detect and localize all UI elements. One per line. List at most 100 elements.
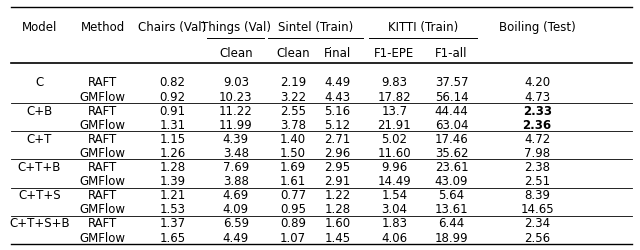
Text: 1.26: 1.26 [159,146,186,159]
Text: Chairs (Val): Chairs (Val) [138,21,207,34]
Text: 1.54: 1.54 [381,188,408,202]
Text: 4.39: 4.39 [223,132,249,145]
Text: 0.77: 0.77 [280,188,306,202]
Text: 5.12: 5.12 [324,118,351,131]
Text: 1.15: 1.15 [159,132,186,145]
Text: 6.59: 6.59 [223,216,249,230]
Text: 2.36: 2.36 [523,118,552,131]
Text: Model: Model [22,21,57,34]
Text: 11.22: 11.22 [219,104,253,117]
Text: Clean: Clean [219,47,253,60]
Text: 1.40: 1.40 [280,132,306,145]
Text: 9.83: 9.83 [381,76,408,89]
Text: GMFlow: GMFlow [80,202,125,215]
Text: F1-all: F1-all [435,47,468,60]
Text: 4.72: 4.72 [524,132,550,145]
Text: RAFT: RAFT [88,76,117,89]
Text: 5.64: 5.64 [438,188,465,202]
Text: 4.09: 4.09 [223,202,249,215]
Text: 56.14: 56.14 [435,90,468,103]
Text: Boiling (Test): Boiling (Test) [499,21,575,34]
Text: 2.95: 2.95 [324,160,351,173]
Text: 4.73: 4.73 [524,90,550,103]
Text: 44.44: 44.44 [435,104,468,117]
Text: RAFT: RAFT [88,216,117,230]
Text: GMFlow: GMFlow [80,174,125,188]
Text: 13.61: 13.61 [435,202,468,215]
Text: 1.60: 1.60 [324,216,351,230]
Text: C+T+S+B: C+T+S+B [9,216,70,230]
Text: 11.60: 11.60 [378,146,412,159]
Text: 43.09: 43.09 [435,174,468,188]
Text: RAFT: RAFT [88,188,117,202]
Text: RAFT: RAFT [88,132,117,145]
Text: 3.48: 3.48 [223,146,249,159]
Text: 21.91: 21.91 [378,118,412,131]
Text: 1.50: 1.50 [280,146,306,159]
Text: 17.46: 17.46 [435,132,468,145]
Text: 6.44: 6.44 [438,216,465,230]
Text: 1.21: 1.21 [159,188,186,202]
Text: 1.31: 1.31 [159,118,186,131]
Text: RAFT: RAFT [88,104,117,117]
Text: C: C [35,76,44,89]
Text: 9.03: 9.03 [223,76,249,89]
Text: 2.51: 2.51 [524,174,550,188]
Text: 10.23: 10.23 [219,90,253,103]
Text: C+T+B: C+T+B [18,160,61,173]
Text: 5.02: 5.02 [381,132,408,145]
Text: 2.55: 2.55 [280,104,306,117]
Text: 1.28: 1.28 [159,160,186,173]
Text: 7.98: 7.98 [524,146,550,159]
Text: Method: Method [81,21,125,34]
Text: 1.37: 1.37 [159,216,186,230]
Text: 3.88: 3.88 [223,174,249,188]
Text: 3.22: 3.22 [280,90,306,103]
Text: 23.61: 23.61 [435,160,468,173]
Text: 9.96: 9.96 [381,160,408,173]
Text: F1-EPE: F1-EPE [374,47,415,60]
Text: 1.83: 1.83 [381,216,408,230]
Text: 0.89: 0.89 [280,216,306,230]
Text: 5.16: 5.16 [324,104,351,117]
Text: GMFlow: GMFlow [80,146,125,159]
Text: 4.49: 4.49 [324,76,351,89]
Text: 7.69: 7.69 [223,160,249,173]
Text: 1.07: 1.07 [280,231,306,243]
Text: 8.39: 8.39 [524,188,550,202]
Text: 14.49: 14.49 [378,174,412,188]
Text: 2.19: 2.19 [280,76,306,89]
Text: 17.82: 17.82 [378,90,412,103]
Text: 1.53: 1.53 [159,202,186,215]
Text: 2.91: 2.91 [324,174,351,188]
Text: 1.65: 1.65 [159,231,186,243]
Text: 37.57: 37.57 [435,76,468,89]
Text: 4.69: 4.69 [223,188,249,202]
Text: 3.78: 3.78 [280,118,306,131]
Text: 3.04: 3.04 [381,202,408,215]
Text: 2.71: 2.71 [324,132,351,145]
Text: 2.38: 2.38 [524,160,550,173]
Text: C+T: C+T [27,132,52,145]
Text: 4.43: 4.43 [324,90,351,103]
Text: 1.61: 1.61 [280,174,306,188]
Text: C+B: C+B [26,104,52,117]
Text: RAFT: RAFT [88,160,117,173]
Text: KITTI (Train): KITTI (Train) [388,21,458,34]
Text: 4.49: 4.49 [223,231,249,243]
Text: 0.92: 0.92 [159,90,186,103]
Text: GMFlow: GMFlow [80,90,125,103]
Text: GMFlow: GMFlow [80,231,125,243]
Text: 1.39: 1.39 [159,174,186,188]
Text: 11.99: 11.99 [219,118,253,131]
Text: 18.99: 18.99 [435,231,468,243]
Text: 0.95: 0.95 [280,202,306,215]
Text: Clean: Clean [276,47,310,60]
Text: 2.96: 2.96 [324,146,351,159]
Text: GMFlow: GMFlow [80,118,125,131]
Text: 1.22: 1.22 [324,188,351,202]
Text: 63.04: 63.04 [435,118,468,131]
Text: 2.56: 2.56 [524,231,550,243]
Text: 0.82: 0.82 [159,76,186,89]
Text: 0.91: 0.91 [159,104,186,117]
